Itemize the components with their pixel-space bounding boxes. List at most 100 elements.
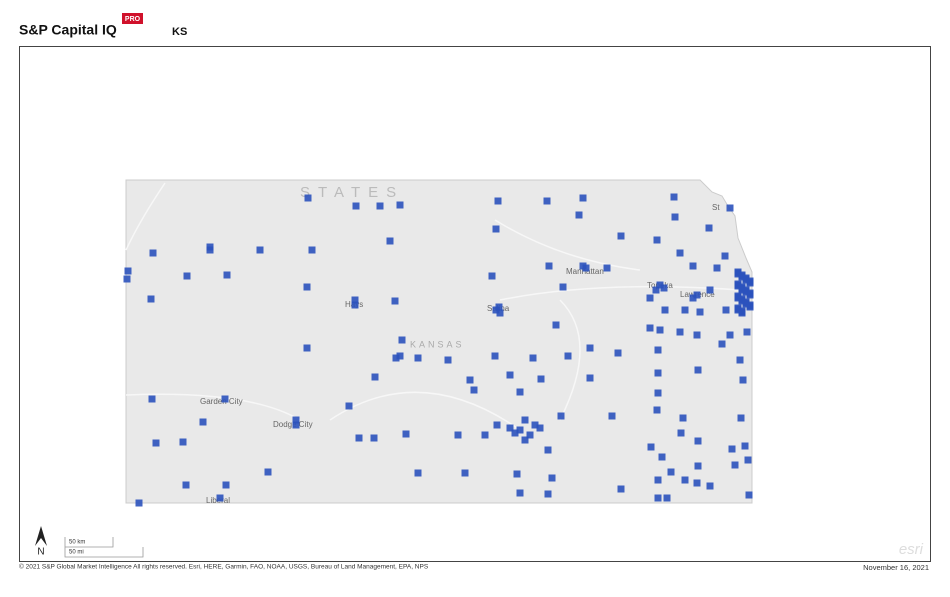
site-marker: [124, 267, 132, 275]
site-marker: [179, 438, 187, 446]
site-marker: [721, 252, 729, 260]
site-marker: [494, 197, 502, 205]
site-marker: [536, 424, 544, 432]
site-marker: [722, 306, 730, 314]
site-marker: [689, 294, 697, 302]
site-marker: [696, 308, 704, 316]
site-marker: [183, 272, 191, 280]
site-marker: [689, 262, 697, 270]
site-marker: [292, 416, 300, 424]
site-marker: [746, 279, 754, 287]
site-marker: [470, 386, 478, 394]
site-marker: [652, 286, 660, 294]
site-marker: [718, 340, 726, 348]
site-marker: [586, 374, 594, 382]
site-marker: [736, 356, 744, 364]
site-marker: [516, 388, 524, 396]
site-marker: [654, 494, 662, 502]
site-marker: [658, 453, 666, 461]
scale-mi: 50 mi: [69, 550, 84, 556]
site-marker: [728, 445, 736, 453]
site-marker: [481, 431, 489, 439]
site-marker: [221, 395, 229, 403]
site-marker: [667, 468, 675, 476]
site-marker: [579, 194, 587, 202]
badge: PRO: [125, 16, 141, 23]
brand: S&P Capital IQ: [19, 22, 117, 38]
scale-km: 50 km: [69, 540, 85, 546]
city-label: Garden City: [200, 397, 243, 406]
site-marker: [617, 485, 625, 493]
site-marker: [694, 366, 702, 374]
site-marker: [492, 225, 500, 233]
site-marker: [713, 264, 721, 272]
label-states: STATES: [300, 184, 404, 201]
site-marker: [743, 328, 751, 336]
site-marker: [663, 494, 671, 502]
site-marker: [656, 281, 664, 289]
site-marker: [256, 246, 264, 254]
site-marker: [660, 284, 668, 292]
site-marker: [656, 326, 664, 334]
site-marker: [537, 375, 545, 383]
site-marker: [492, 306, 500, 314]
site-marker: [744, 456, 752, 464]
site-marker: [526, 431, 534, 439]
site-marker: [351, 301, 359, 309]
site-marker: [654, 476, 662, 484]
site-marker: [738, 285, 746, 293]
site-marker: [694, 437, 702, 445]
site-marker: [304, 194, 312, 202]
site-marker: [135, 499, 143, 507]
site-marker: [351, 296, 359, 304]
site-marker: [123, 275, 131, 283]
site-marker: [516, 426, 524, 434]
site-marker: [676, 249, 684, 257]
site-marker: [726, 204, 734, 212]
site-marker: [693, 291, 701, 299]
site-marker: [608, 412, 616, 420]
site-marker: [653, 236, 661, 244]
site-marker: [734, 282, 742, 290]
site-marker: [345, 402, 353, 410]
site-marker: [444, 356, 452, 364]
site-marker: [147, 295, 155, 303]
site-marker: [493, 421, 501, 429]
site-marker: [559, 283, 567, 291]
site-marker: [564, 352, 572, 360]
site-marker: [693, 331, 701, 339]
site-marker: [661, 306, 669, 314]
site-marker: [617, 232, 625, 240]
esri-logo: esri: [899, 541, 924, 558]
site-marker: [694, 462, 702, 470]
site-marker: [579, 262, 587, 270]
site-marker: [734, 270, 742, 278]
label-kansas: KANSAS: [410, 339, 465, 349]
site-marker: [738, 297, 746, 305]
site-marker: [681, 476, 689, 484]
site-marker: [529, 354, 537, 362]
site-marker: [738, 309, 746, 317]
site-marker: [670, 193, 678, 201]
site-marker: [454, 431, 462, 439]
site-marker: [303, 283, 311, 291]
city-label: Manhattan: [566, 267, 604, 276]
site-marker: [199, 418, 207, 426]
site-marker: [693, 479, 701, 487]
site-marker: [603, 264, 611, 272]
site-marker: [544, 446, 552, 454]
site-marker: [292, 421, 300, 429]
site-marker: [746, 303, 754, 311]
site-marker: [376, 202, 384, 210]
site-marker: [264, 468, 272, 476]
site-marker: [741, 442, 749, 450]
kansas: [125, 179, 753, 504]
site-marker: [466, 376, 474, 384]
site-marker: [552, 321, 560, 329]
site-marker: [461, 469, 469, 477]
site-marker: [513, 470, 521, 478]
site-marker: [402, 430, 410, 438]
site-marker: [742, 276, 750, 284]
site-marker: [679, 414, 687, 422]
